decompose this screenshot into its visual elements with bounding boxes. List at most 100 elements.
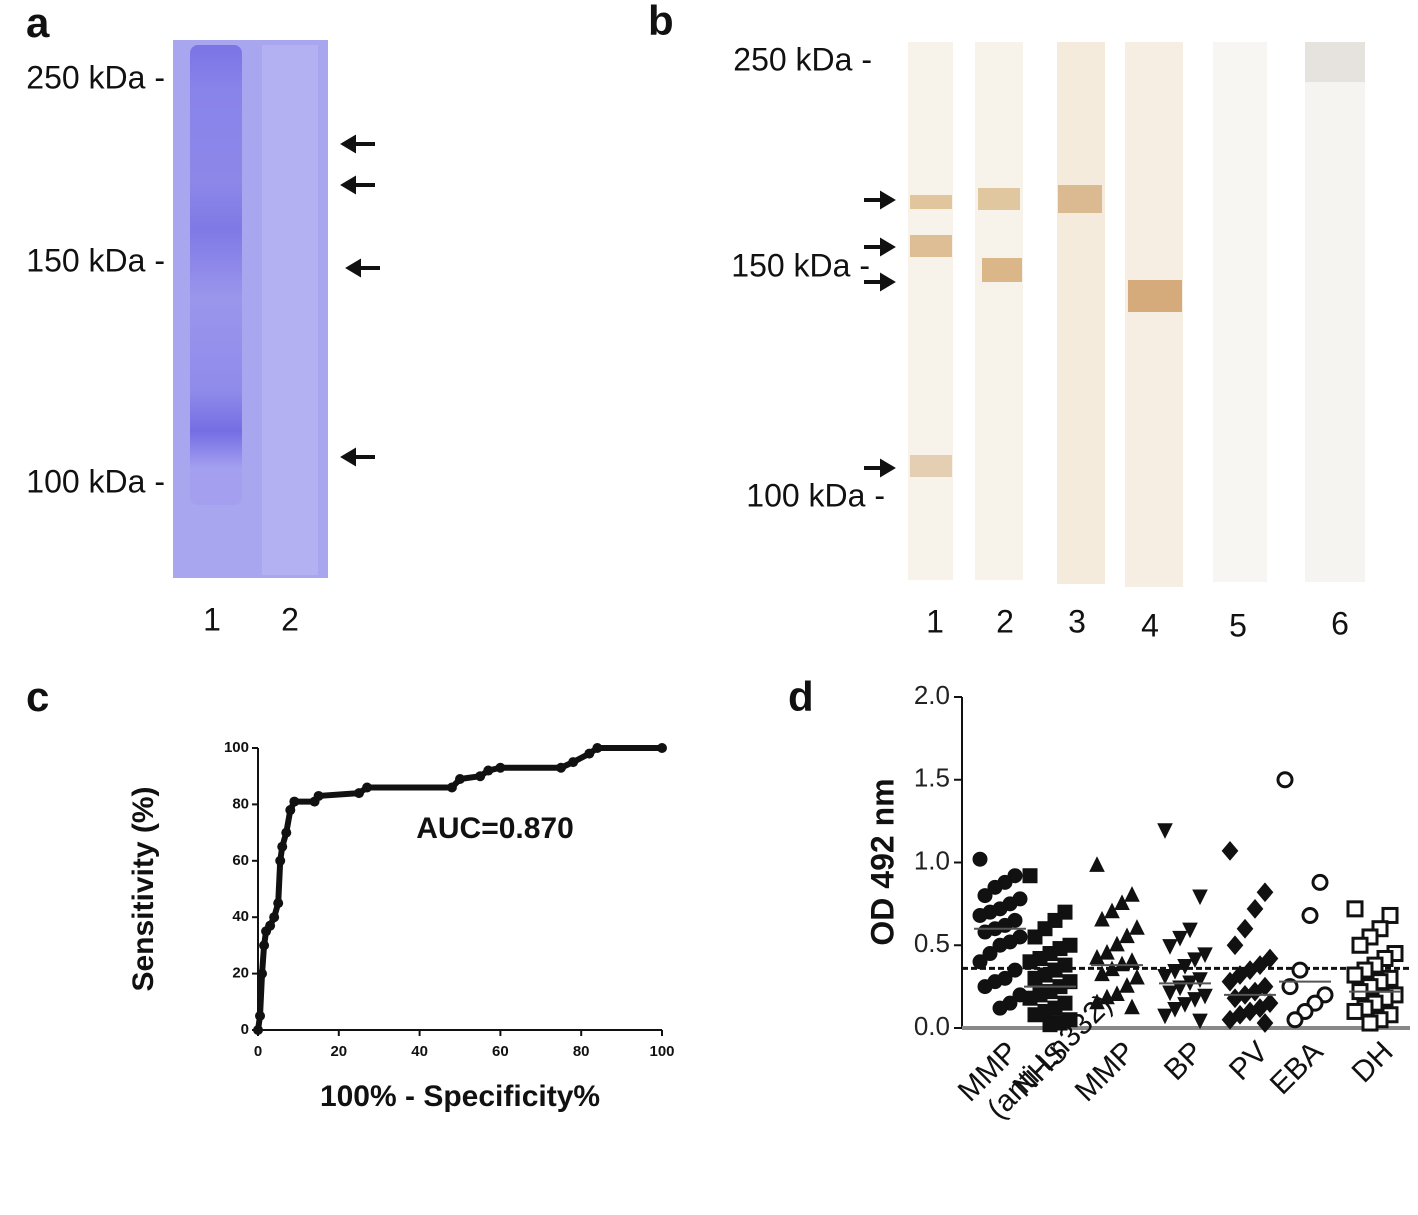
- point: [1182, 922, 1198, 939]
- point: [1114, 955, 1130, 972]
- marker-label: 250 kDa -: [733, 41, 872, 77]
- point: [584, 748, 595, 759]
- point: [1022, 954, 1038, 970]
- point: [972, 907, 988, 923]
- point: [1124, 886, 1140, 902]
- point: [1157, 1008, 1173, 1025]
- arrows: [864, 190, 896, 478]
- arrows: [340, 134, 380, 467]
- y-tick-label: 20: [232, 965, 249, 982]
- point: [1256, 1013, 1274, 1033]
- point: [977, 924, 993, 940]
- point: [1261, 993, 1279, 1014]
- x-tick-label: 20: [330, 1043, 347, 1060]
- point: [1381, 906, 1399, 924]
- point: [1157, 823, 1173, 839]
- point: [269, 912, 280, 923]
- point: [1022, 990, 1038, 1006]
- y-tick-label: 0.5: [914, 928, 950, 958]
- category-line: DH: [1346, 1035, 1400, 1089]
- marker-label: 150 kDa -: [26, 242, 165, 278]
- point: [275, 855, 286, 866]
- point: [483, 765, 494, 776]
- roc-curve: [255, 745, 662, 1031]
- marker-label: 250 kDa -: [26, 59, 165, 95]
- point: [972, 954, 988, 970]
- point: [1124, 952, 1140, 968]
- y-tick-label: 60: [232, 852, 249, 869]
- point: [1192, 1013, 1208, 1030]
- point: [1027, 1007, 1043, 1023]
- y-tick-label: 40: [232, 908, 249, 925]
- point: [1221, 1009, 1239, 1030]
- point: [1231, 965, 1249, 985]
- point: [1162, 939, 1178, 955]
- point: [1172, 930, 1188, 947]
- point: [1089, 856, 1105, 872]
- gel-lane: [190, 45, 242, 505]
- point: [982, 946, 998, 962]
- x-tick-label: 80: [573, 1043, 590, 1060]
- lane-label: 2: [281, 601, 299, 637]
- point: [1099, 988, 1115, 1005]
- lane-label: 2: [996, 603, 1014, 639]
- point: [257, 968, 268, 979]
- point: [568, 757, 579, 768]
- marker-label: 100 kDa -: [26, 463, 165, 499]
- point: [972, 851, 988, 867]
- point: [446, 782, 457, 793]
- point: [1089, 993, 1105, 1010]
- point: [289, 796, 300, 807]
- category-line: EBA: [1264, 1035, 1330, 1101]
- blot-strips: [908, 42, 1365, 587]
- point: [1104, 902, 1120, 919]
- lane-label: 4: [1141, 607, 1159, 643]
- point: [1027, 929, 1043, 945]
- y-tick-label: 100: [224, 739, 249, 756]
- point: [1221, 971, 1239, 992]
- gel-lane: [262, 45, 318, 575]
- point: [1094, 965, 1110, 982]
- y-axis-label: Sensitivity (%): [127, 786, 160, 991]
- point: [354, 788, 364, 799]
- point: [455, 774, 465, 785]
- lane-label: 1: [203, 601, 221, 637]
- point: [362, 782, 373, 793]
- category-label: BP: [1158, 1035, 1210, 1087]
- lane-label: 3: [1068, 603, 1086, 639]
- point: [1192, 889, 1208, 906]
- y-tick-label: 0.0: [914, 1011, 950, 1041]
- category-label: DH: [1346, 1035, 1400, 1089]
- point: [1119, 977, 1135, 993]
- point: [1094, 910, 1110, 927]
- point: [1256, 882, 1274, 903]
- point: [992, 1000, 1008, 1016]
- lane-label: 5: [1229, 607, 1247, 643]
- point: [992, 937, 1008, 953]
- point: [1109, 935, 1125, 952]
- point: [1351, 936, 1369, 954]
- x-tick-label: 100: [649, 1043, 674, 1060]
- point: [1109, 985, 1125, 1001]
- point: [1311, 873, 1329, 891]
- point: [259, 940, 270, 951]
- lane-label: 6: [1331, 605, 1349, 641]
- point: [285, 805, 296, 816]
- marker-label: 150 kDa -: [731, 247, 870, 283]
- point: [255, 1010, 266, 1021]
- annotation: AUC=0.870: [416, 812, 574, 845]
- point: [1346, 966, 1364, 984]
- y-tick-label: 2.0: [914, 680, 950, 710]
- y-tick-label: 1.5: [914, 763, 950, 793]
- point: [977, 888, 993, 904]
- point: [1286, 1011, 1304, 1029]
- point: [1027, 970, 1043, 986]
- point: [1301, 906, 1319, 924]
- point: [1104, 960, 1120, 977]
- point: [977, 979, 993, 995]
- point: [1361, 1014, 1379, 1032]
- point: [1042, 1017, 1058, 1033]
- marker-label: 100 kDa -: [746, 477, 885, 513]
- point: [1276, 771, 1294, 789]
